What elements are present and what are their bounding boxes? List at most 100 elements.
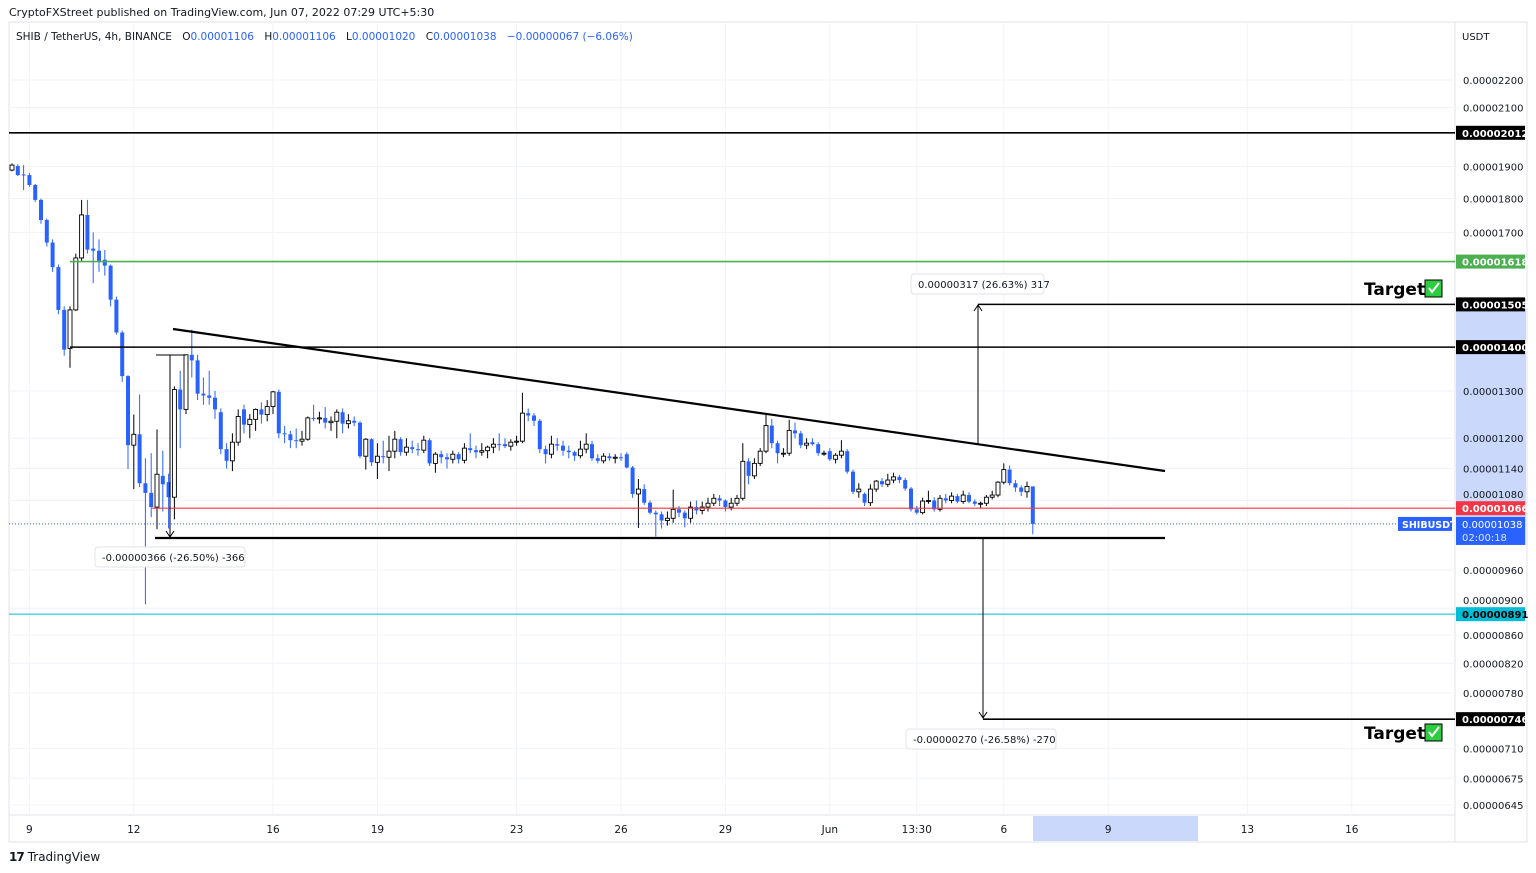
candle-body[interactable] xyxy=(334,411,340,422)
candle-body[interactable] xyxy=(967,495,971,502)
candle-body[interactable] xyxy=(15,166,20,176)
candle-body[interactable] xyxy=(642,489,647,503)
candle-body[interactable] xyxy=(827,451,832,460)
candle-body[interactable] xyxy=(601,455,607,462)
candle-body[interactable] xyxy=(316,417,322,420)
descending-trendline[interactable] xyxy=(172,327,1166,473)
candle-body[interactable] xyxy=(519,412,525,442)
candle-body[interactable] xyxy=(816,444,821,454)
candle-body[interactable] xyxy=(485,446,491,452)
candle-body[interactable] xyxy=(497,444,502,446)
plot-area[interactable] xyxy=(8,21,1456,816)
candle-body[interactable] xyxy=(630,467,635,494)
candle-body[interactable] xyxy=(734,497,740,504)
candle-body[interactable] xyxy=(374,455,380,463)
candle-body[interactable] xyxy=(183,354,189,410)
candle-body[interactable] xyxy=(73,257,79,311)
candle-body[interactable] xyxy=(780,452,786,455)
candle-body[interactable] xyxy=(711,497,717,504)
candle-body[interactable] xyxy=(775,443,780,454)
candle-body[interactable] xyxy=(340,412,345,424)
candle-body[interactable] xyxy=(166,482,171,498)
candle-body[interactable] xyxy=(995,481,1001,496)
candle-body[interactable] xyxy=(288,434,293,441)
candle-body[interactable] xyxy=(943,498,948,501)
candle-body[interactable] xyxy=(932,500,937,510)
candle-body[interactable] xyxy=(282,433,287,435)
candle-body[interactable] xyxy=(27,175,32,185)
candle-body[interactable] xyxy=(903,480,908,489)
candle-body[interactable] xyxy=(39,199,43,220)
candle-body[interactable] xyxy=(345,420,351,425)
candle-body[interactable] xyxy=(352,420,357,423)
candle-body[interactable] xyxy=(555,444,560,446)
candle-body[interactable] xyxy=(983,496,989,504)
candle-body[interactable] xyxy=(67,309,73,349)
candle-body[interactable] xyxy=(532,415,536,421)
candle-body[interactable] xyxy=(508,441,514,447)
candle-body[interactable] xyxy=(102,259,107,266)
candle-body[interactable] xyxy=(456,454,461,460)
candle-body[interactable] xyxy=(920,500,926,514)
candle-body[interactable] xyxy=(577,448,583,457)
candle-body[interactable] xyxy=(566,450,571,453)
candle-body[interactable] xyxy=(264,406,270,416)
candle-body[interactable] xyxy=(978,502,984,505)
candle-body[interactable] xyxy=(224,449,229,461)
candle-body[interactable] xyxy=(659,514,664,521)
candle-body[interactable] xyxy=(229,441,235,462)
candle-body[interactable] xyxy=(590,444,594,459)
candle-body[interactable] xyxy=(914,509,919,513)
candle-body[interactable] xyxy=(207,395,212,398)
candle-body[interactable] xyxy=(955,496,960,502)
candle-body[interactable] xyxy=(682,512,687,519)
candle-body[interactable] xyxy=(358,422,362,457)
candle-body[interactable] xyxy=(242,409,246,425)
candle-body[interactable] xyxy=(120,332,125,377)
candle-body[interactable] xyxy=(218,412,223,450)
candle-body[interactable] xyxy=(323,417,328,423)
candle-body[interactable] xyxy=(270,391,276,408)
candle-body[interactable] xyxy=(247,418,253,426)
candle-body[interactable] xyxy=(793,430,797,434)
candle-body[interactable] xyxy=(44,219,49,243)
candle-body[interactable] xyxy=(624,454,629,468)
tradingview-text[interactable]: TradingView xyxy=(27,850,101,864)
candle-body[interactable] xyxy=(769,425,774,444)
candle-body[interactable] xyxy=(381,456,386,458)
candle-body[interactable] xyxy=(21,174,26,176)
candle-body[interactable] xyxy=(195,360,200,394)
candle-body[interactable] xyxy=(514,440,520,443)
candle-body[interactable] xyxy=(213,397,217,410)
candle-body[interactable] xyxy=(439,454,444,458)
candle-body[interactable] xyxy=(432,453,438,464)
candle-body[interactable] xyxy=(114,299,119,333)
candle-body[interactable] xyxy=(160,475,165,485)
candle-body[interactable] xyxy=(897,476,902,481)
candle-body[interactable] xyxy=(717,498,722,501)
candle-body[interactable] xyxy=(479,450,485,453)
candle-body[interactable] xyxy=(1013,483,1018,488)
candle-body[interactable] xyxy=(131,433,137,446)
candle-body[interactable] xyxy=(143,483,148,493)
candle-body[interactable] xyxy=(363,438,369,457)
candle-body[interactable] xyxy=(392,438,398,452)
candle-body[interactable] xyxy=(490,443,496,448)
candle-body[interactable] xyxy=(503,444,507,447)
candle-body[interactable] xyxy=(856,488,862,493)
candle-body[interactable] xyxy=(1024,485,1030,493)
candle-body[interactable] xyxy=(757,450,763,464)
candle-body[interactable] xyxy=(607,456,612,459)
candle-body[interactable] xyxy=(201,393,206,396)
candle-body[interactable] xyxy=(537,420,542,450)
candle-body[interactable] xyxy=(91,248,96,251)
candle-body[interactable] xyxy=(253,408,259,420)
candle-body[interactable] xyxy=(427,440,432,464)
candle-body[interactable] xyxy=(670,508,676,519)
candle-body[interactable] xyxy=(543,449,548,455)
candle-body[interactable] xyxy=(171,389,177,498)
candle-body[interactable] xyxy=(595,458,600,461)
candle-body[interactable] xyxy=(259,409,264,415)
candle-body[interactable] xyxy=(925,500,931,502)
